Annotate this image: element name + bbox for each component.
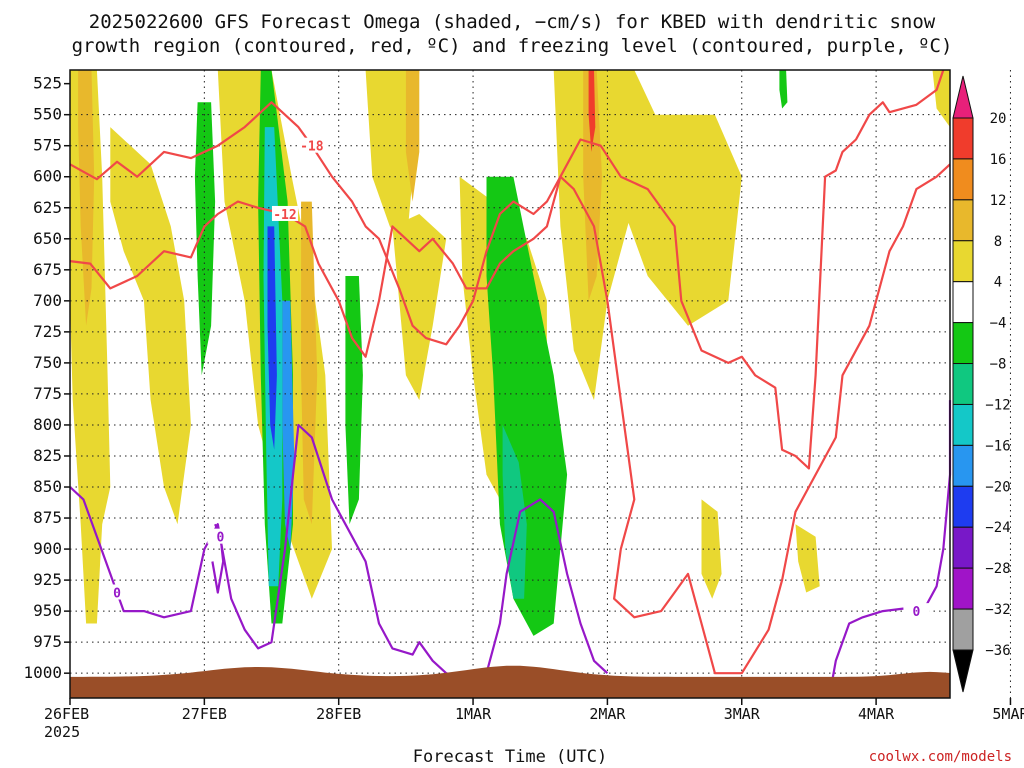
- colorbar-segment-2: [952, 158, 974, 201]
- y-tick-label-675: 675: [33, 260, 62, 279]
- omega-region-13: [392, 214, 447, 401]
- colorbar-segment-3: [952, 199, 974, 242]
- y-tick-label-875: 875: [33, 508, 62, 527]
- colorbar-label-12: −32: [985, 602, 1010, 618]
- freezing-level-contour-2-label-bg: [903, 603, 930, 619]
- dgz-contour-1-label: -12: [273, 208, 296, 223]
- x-axis-ticks: 26FEB 27FEB 28FEB 1MAR 2MAR 3MAR 4MAR 5MAR: [44, 698, 1024, 723]
- omega-region-12: [405, 70, 420, 202]
- y-tick-label-925: 925: [33, 570, 62, 589]
- omega-region-1: [78, 70, 95, 326]
- colorbar-segment-11: [952, 526, 974, 569]
- colorbar-segment-13: [952, 608, 974, 651]
- y-tick-label-850: 850: [33, 477, 62, 496]
- terrain-profile: [70, 665, 950, 698]
- colorbar-segment-8: [952, 403, 974, 446]
- y-axis-ticks: 525 550 575 600 625 650 675 700 725 750 775 800 825 8…: [23, 74, 70, 682]
- credit-text: coolwx.com/models: [869, 749, 1012, 765]
- colorbar-segment-9: [952, 444, 974, 487]
- x-tick-label-28FEB: 28FEB: [316, 705, 361, 723]
- y-tick-label-800: 800: [33, 415, 62, 434]
- colorbar-segment-1: [952, 117, 974, 160]
- x-axis-title: Forecast Time (UTC): [413, 747, 607, 767]
- chart-title-line-1: 2025022600 GFS Forecast Omega (shaded, −…: [89, 11, 936, 33]
- dgz-contour-1-label-bg: [271, 205, 298, 221]
- colorbar-segment-4: [952, 240, 974, 283]
- freezing-level-contour-0: [69, 423, 609, 681]
- colorbar-label-7: −12: [985, 397, 1010, 413]
- colorbar-label-2: 12: [990, 193, 1007, 209]
- y-tick-label-975: 975: [33, 632, 62, 651]
- colorbar-label-1: 16: [990, 152, 1007, 168]
- omega-region-2: [110, 127, 191, 525]
- dgz-contour-1: [69, 163, 951, 675]
- colorbar-segment-10: [952, 485, 974, 528]
- colorbar-segment-7: [952, 363, 974, 405]
- y-tick-label-900: 900: [33, 539, 62, 558]
- freezing-level-contour-0-label-bg: [104, 584, 131, 600]
- colorbar-top-arrow: [952, 75, 974, 119]
- omega-region-23: [795, 524, 820, 593]
- x-tick-label-4MAR: 4MAR: [858, 705, 895, 723]
- omega-region-20: [620, 114, 742, 326]
- omega-region-16: [502, 425, 527, 599]
- colorbar-label-3: 8: [994, 234, 1002, 250]
- colorbar-label-10: −24: [985, 520, 1010, 536]
- colorbar-label-0: 20: [990, 111, 1007, 127]
- freezing-level-contour-0-label: 0: [113, 587, 121, 602]
- omega-region-19: [588, 70, 596, 152]
- x-tick-label-26FEB: 26FEB: [44, 705, 89, 723]
- omega-region-15: [486, 176, 568, 636]
- x-tick-label-2MAR: 2MAR: [589, 705, 626, 723]
- y-tick-label-700: 700: [33, 291, 62, 310]
- dgz-contour-0-label-bg: [298, 137, 325, 153]
- y-tick-label-1000: 1000: [23, 663, 62, 682]
- omega-region-3: [194, 102, 216, 376]
- colorbar-label-8: −16: [985, 438, 1010, 454]
- y-tick-label-650: 650: [33, 229, 62, 248]
- freezing-level-contour-1-label: 0: [217, 531, 225, 546]
- y-tick-label-950: 950: [33, 601, 62, 620]
- omega-shading: [70, 70, 950, 636]
- colorbar-label-13: −36: [985, 643, 1010, 659]
- colorbar-label-4: 4: [994, 275, 1002, 291]
- omega-region-0: [70, 70, 111, 624]
- y-tick-label-600: 600: [33, 167, 62, 186]
- colorbar-segment-6: [952, 322, 974, 365]
- x-tick-label-27FEB: 27FEB: [182, 705, 227, 723]
- y-tick-label-575: 575: [33, 136, 62, 155]
- y-tick-label-725: 725: [33, 322, 62, 341]
- y-tick-label-625: 625: [33, 198, 62, 217]
- freezing-level-contour-1-label-bg: [207, 528, 234, 544]
- colorbar-segment-5: [952, 281, 974, 324]
- x-tick-label-3MAR: 3MAR: [724, 705, 761, 723]
- y-tick-label-550: 550: [33, 105, 62, 124]
- omega-region-22: [701, 499, 722, 599]
- y-tick-label-775: 775: [33, 384, 62, 403]
- colorbar-bottom-arrow: [952, 649, 974, 693]
- omega-region-11: [365, 70, 420, 252]
- colorbar-label-9: −20: [985, 479, 1010, 495]
- dgz-contour-0-label: -18: [300, 140, 324, 155]
- omega-region-21: [779, 70, 788, 109]
- omega-region-24: [932, 70, 950, 128]
- freezing-level-contour-2-label: 0: [912, 605, 920, 620]
- dgz-contour-0: [69, 69, 945, 470]
- y-tick-label-825: 825: [33, 446, 62, 465]
- y-tick-label-525: 525: [33, 74, 62, 93]
- x-tick-label-5MAR: 5MAR: [992, 705, 1024, 723]
- plot-frame: [69, 69, 951, 699]
- terrain-fill: [70, 665, 950, 698]
- chart-title-line-2: growth region (contoured, red, ºC) and f…: [72, 35, 953, 57]
- y-tick-label-750: 750: [33, 353, 62, 372]
- x-year-label: 2025: [44, 723, 80, 741]
- x-tick-label-1MAR: 1MAR: [455, 705, 492, 723]
- colorbar-segment-12: [952, 567, 974, 610]
- omega-region-10: [345, 276, 363, 525]
- colorbar-label-11: −28: [985, 561, 1010, 577]
- colorbar-label-6: −8: [990, 357, 1007, 373]
- colorbar: 20 16 12 8 4 −4 −8 −12 −16 −20 −24 −28 −32 −36: [952, 75, 1011, 693]
- colorbar-label-5: −4: [990, 316, 1007, 332]
